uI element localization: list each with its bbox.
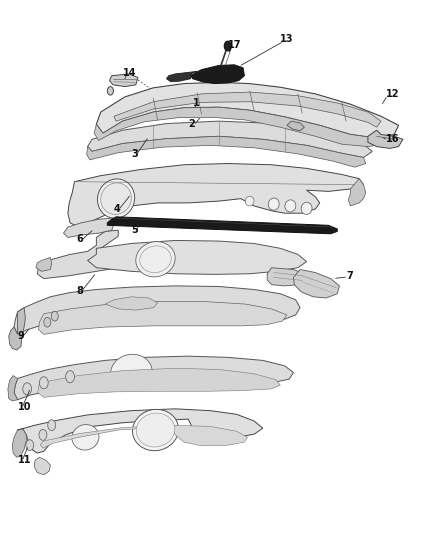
Text: 13: 13 [280,34,294,44]
Polygon shape [110,74,138,86]
Polygon shape [18,409,263,453]
Text: 7: 7 [346,271,353,280]
Ellipse shape [72,425,99,450]
Polygon shape [94,107,394,147]
Text: 8: 8 [77,286,84,296]
Ellipse shape [23,383,32,395]
Text: 11: 11 [18,455,31,465]
Text: 17: 17 [228,41,241,51]
Polygon shape [116,110,298,127]
Polygon shape [368,130,403,148]
Ellipse shape [136,413,175,447]
Ellipse shape [268,198,279,210]
Polygon shape [114,92,381,127]
Polygon shape [166,71,201,82]
Text: 14: 14 [123,68,136,78]
Polygon shape [87,136,366,167]
Polygon shape [191,65,244,84]
Polygon shape [107,217,337,234]
Ellipse shape [39,377,48,389]
Polygon shape [105,297,158,310]
Polygon shape [8,376,18,401]
Ellipse shape [107,86,113,95]
Text: 16: 16 [385,134,399,144]
Text: 10: 10 [18,402,31,412]
Ellipse shape [136,241,175,277]
Ellipse shape [48,420,56,431]
Ellipse shape [245,196,254,206]
Text: 6: 6 [77,234,83,244]
Ellipse shape [44,317,51,327]
Polygon shape [9,308,25,350]
Ellipse shape [39,430,47,440]
Polygon shape [267,268,306,286]
Polygon shape [36,257,52,271]
Polygon shape [96,83,399,138]
Polygon shape [348,179,366,206]
Polygon shape [287,121,304,131]
Polygon shape [88,240,307,274]
Ellipse shape [301,203,312,214]
Text: 12: 12 [385,89,399,99]
Polygon shape [293,270,339,298]
Ellipse shape [285,200,296,212]
Polygon shape [14,356,293,400]
Polygon shape [68,164,364,227]
Ellipse shape [133,409,178,451]
Ellipse shape [26,440,34,450]
Text: 3: 3 [131,149,138,159]
Polygon shape [37,230,131,279]
Ellipse shape [224,41,231,51]
Text: 2: 2 [188,119,195,129]
Polygon shape [64,218,114,237]
Polygon shape [14,286,300,334]
Ellipse shape [101,183,131,214]
Polygon shape [40,425,247,448]
Polygon shape [12,429,26,457]
Polygon shape [88,121,372,157]
Text: 9: 9 [18,331,24,341]
Text: 5: 5 [131,225,138,235]
Ellipse shape [111,354,152,391]
Ellipse shape [66,370,74,383]
Text: 1: 1 [193,98,199,108]
Polygon shape [34,457,50,475]
Polygon shape [38,368,280,397]
Ellipse shape [140,246,171,272]
Ellipse shape [51,311,58,321]
Ellipse shape [98,179,134,219]
Polygon shape [39,302,287,334]
Text: 4: 4 [114,204,120,214]
